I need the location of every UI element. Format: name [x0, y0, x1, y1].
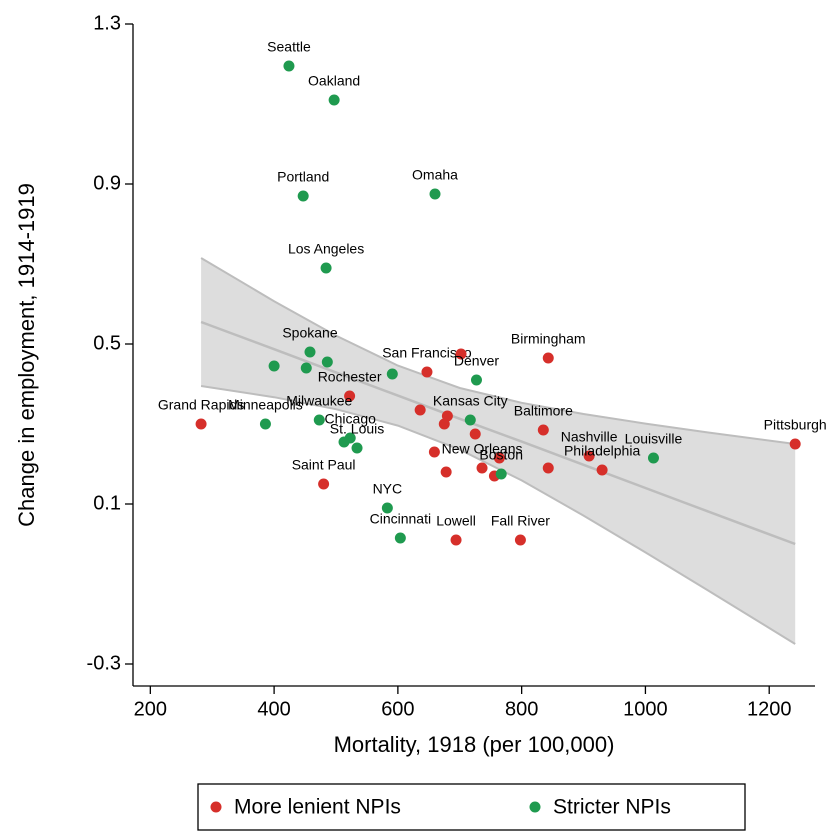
data-point: [414, 404, 426, 416]
point-label: Portland: [277, 169, 329, 185]
data-point: [386, 368, 398, 380]
data-point: [338, 436, 350, 448]
data-point: [464, 414, 476, 426]
data-point: [351, 442, 363, 454]
data-point: [283, 60, 295, 72]
data-point: [789, 438, 801, 450]
point-label: Cincinnati: [370, 511, 431, 527]
point-label: New Orleans: [442, 441, 523, 457]
point-label: Birmingham: [511, 331, 586, 347]
data-point: [647, 452, 659, 464]
point-label: Kansas City: [433, 393, 508, 409]
point-label: Boston: [479, 447, 523, 463]
legend-marker: [529, 801, 541, 813]
point-label: Seattle: [267, 39, 311, 55]
data-point: [421, 366, 433, 378]
legend-marker: [210, 801, 222, 813]
point-label: Omaha: [412, 167, 458, 183]
data-point: [493, 452, 505, 464]
data-point: [304, 346, 316, 358]
data-point: [438, 418, 450, 430]
data-point: [440, 466, 452, 478]
fit-line: [200, 320, 796, 546]
point-label: Fall River: [491, 513, 550, 529]
data-point: [514, 534, 526, 546]
ci-band: [201, 258, 796, 644]
fit-layer: [200, 257, 796, 645]
legend-box: [197, 783, 746, 831]
data-point: [542, 352, 554, 364]
data-point: [542, 462, 554, 474]
x-tick-label: 800: [505, 698, 538, 720]
data-point: [320, 262, 332, 274]
point-label: Milwaukee: [286, 393, 352, 409]
x-tick-label: 200: [134, 698, 167, 720]
x-tick-label: 600: [381, 698, 414, 720]
point-label: Spokane: [282, 325, 337, 341]
data-point: [297, 190, 309, 202]
data-point: [429, 188, 441, 200]
data-point: [328, 94, 340, 106]
point-label: Oakland: [308, 73, 360, 89]
point-label: Philadelphia: [564, 443, 640, 459]
data-point: [268, 360, 280, 372]
point-label: Louisville: [625, 431, 683, 447]
data-point: [318, 478, 330, 490]
data-point: [583, 450, 595, 462]
data-point: [476, 462, 488, 474]
point-label: Minneapolis: [228, 397, 303, 413]
data-point: [259, 418, 271, 430]
point-label: Saint Paul: [292, 457, 356, 473]
y-tick-label: 1.3: [93, 12, 121, 34]
data-point: [495, 468, 507, 480]
point-label: Los Angeles: [288, 241, 364, 257]
point-label: Chicago: [325, 411, 377, 427]
legend-label: More lenient NPIs: [234, 796, 401, 819]
y-tick-label: 0.1: [93, 492, 121, 514]
point-label: Baltimore: [514, 403, 573, 419]
point-label: San Francisco: [382, 345, 472, 361]
y-tick-label: 0.5: [93, 332, 121, 354]
data-point: [300, 362, 312, 374]
data-point: [537, 424, 549, 436]
x-tick-label: 1200: [747, 698, 792, 720]
data-point: [470, 374, 482, 386]
data-point: [313, 414, 325, 426]
point-label: Pittsburgh: [764, 417, 827, 433]
x-axis-title: Mortality, 1918 (per 100,000): [334, 732, 615, 757]
ci-lower: [200, 385, 796, 645]
data-point: [455, 348, 467, 360]
point-label: Lowell: [436, 513, 476, 529]
legend-label: Stricter NPIs: [553, 796, 671, 819]
x-tick-label: 400: [257, 698, 290, 720]
data-point: [195, 418, 207, 430]
y-tick-label: 0.9: [93, 172, 121, 194]
point-label: Nashville: [561, 429, 618, 445]
y-tick-label: -0.3: [87, 652, 121, 674]
point-label: St. Louis: [330, 421, 384, 437]
point-label: Denver: [454, 353, 499, 369]
data-point: [428, 446, 440, 458]
x-tick-label: 1000: [623, 698, 668, 720]
data-point: [381, 502, 393, 514]
data-point: [469, 428, 481, 440]
point-label: Grand Rapids: [158, 397, 244, 413]
data-point: [450, 534, 462, 546]
data-point: [596, 464, 608, 476]
point-label: NYC: [373, 481, 403, 497]
y-axis-title: Change in employment, 1914-1919: [14, 183, 39, 527]
data-point: [321, 356, 333, 368]
data-point: [394, 532, 406, 544]
point-label: Rochester: [318, 369, 382, 385]
ci-upper: [200, 257, 796, 445]
data-point: [344, 390, 356, 402]
